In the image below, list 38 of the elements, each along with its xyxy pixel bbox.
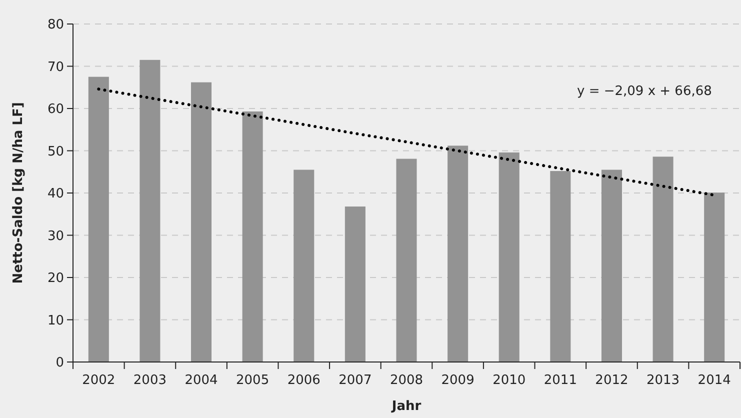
bar (396, 158, 417, 362)
y-tick-label: 70 (47, 60, 64, 75)
x-tick-label: 2007 (338, 373, 372, 388)
y-tick-label: 10 (47, 313, 64, 328)
bar (550, 171, 571, 362)
bar (704, 192, 725, 362)
x-tick-label: 2003 (133, 373, 167, 388)
y-tick-label: 30 (47, 228, 64, 244)
bar (344, 206, 366, 362)
bar (498, 152, 520, 362)
bar (242, 111, 263, 362)
x-tick-label: 2006 (287, 373, 320, 388)
x-tick-label: 2008 (390, 373, 424, 388)
y-tick-label: 50 (47, 144, 64, 160)
y-tick-label: 80 (47, 18, 64, 33)
annotation: y = −2,09 x + 66,68 (577, 84, 712, 99)
bar (601, 170, 622, 362)
bar (140, 60, 160, 362)
y-tick-label: 0 (56, 356, 64, 371)
x-tick-label: 2009 (441, 373, 474, 388)
x-tick-label: 2002 (82, 373, 116, 388)
x-tick-label: 2013 (646, 373, 680, 388)
y-axis-title: Netto-Saldo [kg N/ha LF] (11, 102, 26, 284)
x-tick-label: 2010 (492, 373, 526, 388)
x-tick-label: 2005 (236, 373, 270, 388)
x-tick-label: 2011 (544, 373, 577, 388)
bar (88, 76, 109, 362)
y-tick-label: 60 (47, 102, 64, 118)
y-tick-label: 40 (47, 186, 64, 202)
x-tick-label: 2004 (184, 373, 218, 388)
bar (191, 82, 212, 362)
x-axis-title: Jahr (390, 399, 422, 414)
x-tick-label: 2012 (595, 373, 628, 388)
bar (294, 170, 314, 362)
x-tick-label: 2014 (698, 373, 731, 388)
bar (448, 146, 468, 362)
y-tick-label: 20 (47, 271, 64, 286)
bar (652, 156, 674, 362)
